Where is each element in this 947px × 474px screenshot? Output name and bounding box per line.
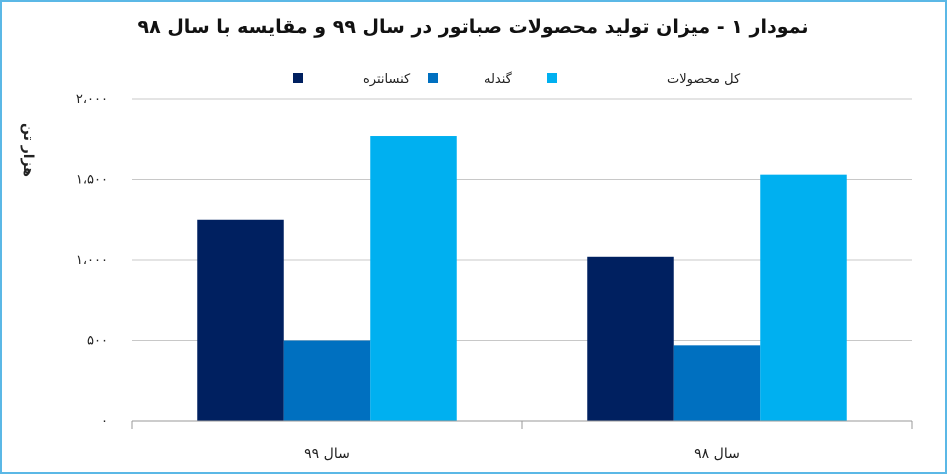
bar (673, 345, 761, 421)
y-tick-label: ۰ (101, 414, 108, 429)
bar (370, 136, 457, 421)
legend: کنسانتره گندله کل محصولات (293, 71, 741, 87)
legend-label: کنسانتره (363, 72, 411, 87)
legend-label: کل محصولات (667, 72, 741, 87)
y-tick-label: ۲،۰۰۰ (76, 92, 108, 107)
x-category-label: سال ۹۹ (304, 446, 350, 462)
x-category-label: سال ۹۸ (694, 446, 740, 462)
bar (587, 256, 674, 421)
bar (197, 219, 284, 421)
legend-swatch (293, 73, 303, 83)
chart-title: نمودار ۱ - میزان تولید محصولات صباتور در… (138, 16, 809, 38)
bar (760, 174, 847, 421)
x-axis: سال ۹۹ سال ۹۸ (131, 420, 913, 462)
bars (197, 136, 847, 421)
legend-swatch (428, 73, 438, 83)
legend-label: گندله (484, 71, 513, 87)
y-tick-label: ۱،۵۰۰ (76, 173, 108, 188)
y-tick-label: ۵۰۰ (87, 334, 108, 349)
y-axis-ticks: ۰ ۵۰۰ ۱،۰۰۰ ۱،۵۰۰ ۲،۰۰۰ (76, 92, 108, 429)
legend-swatch (547, 73, 557, 83)
bar (283, 340, 371, 421)
y-tick-label: ۱،۰۰۰ (76, 253, 108, 268)
y-axis-label: هزار تن (20, 123, 36, 177)
